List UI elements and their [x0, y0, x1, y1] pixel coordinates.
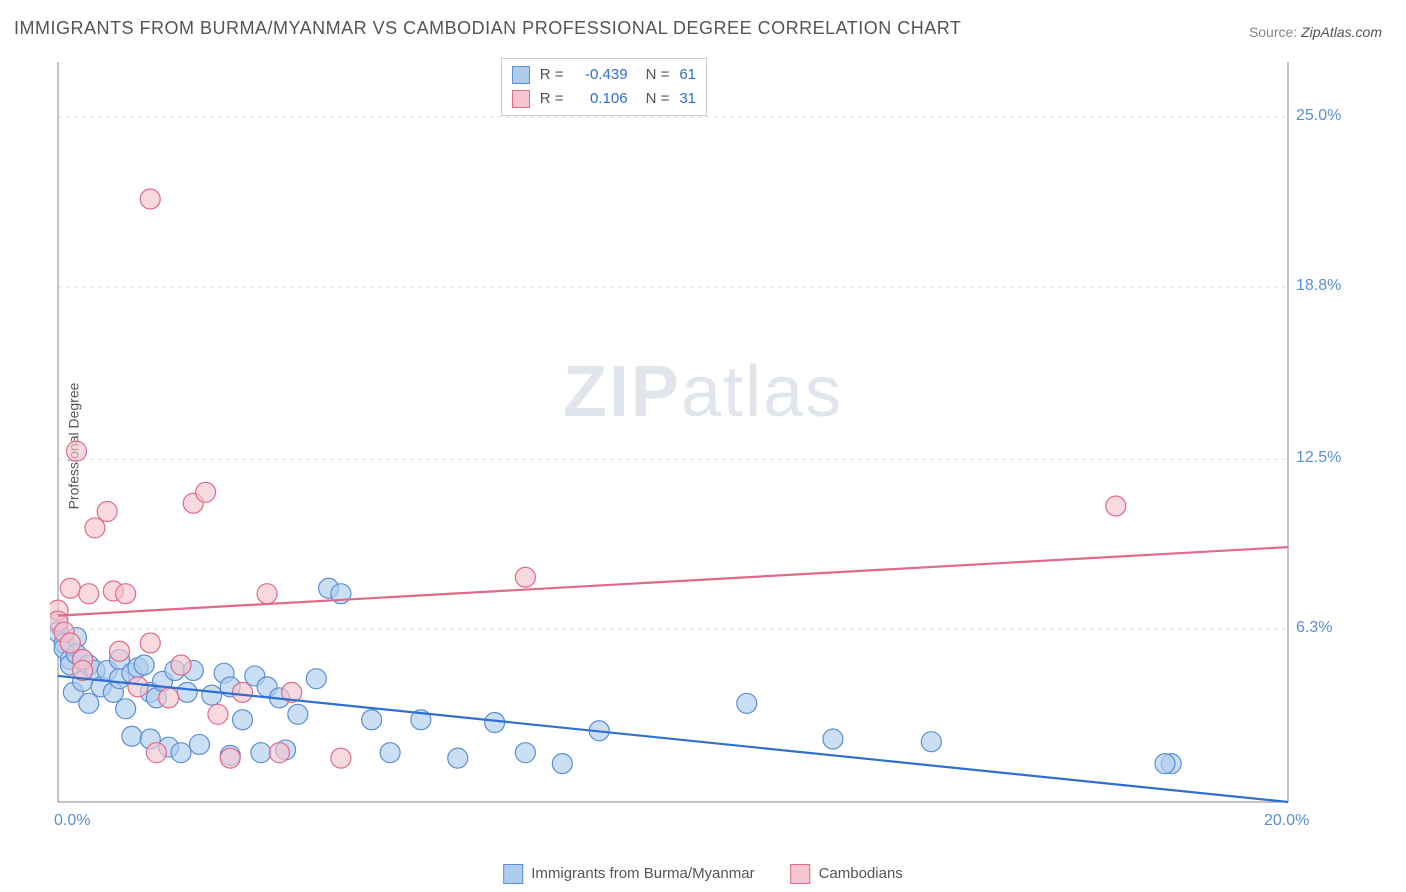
y-tick-label: 12.5% — [1296, 449, 1341, 467]
y-tick-label: 6.3% — [1296, 619, 1332, 637]
plot-area — [50, 56, 1348, 846]
stats-row: R = 0.106 N = 31 — [512, 87, 696, 111]
y-tick-label: 25.0% — [1296, 107, 1341, 125]
stats-swatch — [512, 90, 530, 108]
stats-swatch — [512, 66, 530, 84]
stats-row: R = -0.439 N = 61 — [512, 63, 696, 87]
stats-r-value: 0.106 — [574, 87, 628, 111]
stats-n-value: 61 — [679, 63, 696, 87]
legend-label: Immigrants from Burma/Myanmar — [531, 865, 754, 882]
stats-n-value: 31 — [679, 87, 696, 111]
stats-r-value: -0.439 — [574, 63, 628, 87]
scatter-chart — [50, 56, 1348, 846]
legend-item: Cambodians — [791, 864, 903, 884]
stats-legend: R = -0.439 N = 61 R = 0.106 N = 31 — [501, 58, 707, 116]
x-tick-label: 0.0% — [54, 812, 90, 830]
legend-label: Cambodians — [819, 865, 903, 882]
y-tick-label: 18.8% — [1296, 277, 1341, 295]
x-tick-label: 20.0% — [1264, 812, 1309, 830]
legend-swatch — [503, 864, 523, 884]
stats-r-label: R = — [540, 63, 564, 87]
stats-n-label: N = — [646, 87, 670, 111]
source-value: ZipAtlas.com — [1301, 24, 1382, 40]
source-label: Source: — [1249, 24, 1301, 40]
source-attribution: Source: ZipAtlas.com — [1249, 24, 1382, 40]
chart-title: IMMIGRANTS FROM BURMA/MYANMAR VS CAMBODI… — [14, 18, 961, 39]
stats-r-label: R = — [540, 87, 564, 111]
legend-item: Immigrants from Burma/Myanmar — [503, 864, 754, 884]
stats-n-label: N = — [646, 63, 670, 87]
legend-swatch — [791, 864, 811, 884]
bottom-legend: Immigrants from Burma/Myanmar Cambodians — [503, 864, 903, 884]
